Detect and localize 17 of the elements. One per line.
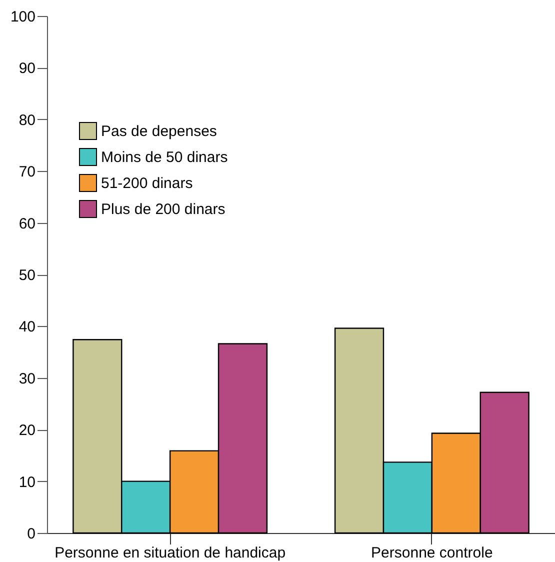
y-tick-label: 20 — [18, 422, 36, 440]
y-tick-label: 90 — [18, 60, 36, 78]
y-tick-label: 80 — [18, 112, 36, 129]
legend-label: 51-200 dinars — [101, 175, 193, 192]
legend-label: Pas de depenses — [101, 123, 217, 140]
legend-label: Moins de 50 dinars — [101, 149, 228, 166]
y-tick-label: 50 — [18, 267, 36, 284]
y-tick-label: 70 — [18, 164, 36, 181]
y-tick-label: 60 — [18, 215, 36, 232]
y-tick-label: 10 — [18, 474, 36, 491]
y-tick-label: 0 — [27, 526, 36, 542]
x-tick-label: Personne en situation de handicap — [54, 544, 286, 562]
y-tick-label: 100 — [10, 8, 36, 26]
y-tick-label: 30 — [18, 370, 36, 388]
legend-label: Plus de 200 dinars — [101, 201, 226, 218]
y-tick-label: 40 — [18, 318, 36, 336]
x-tick-label: Personne controle — [371, 544, 493, 562]
